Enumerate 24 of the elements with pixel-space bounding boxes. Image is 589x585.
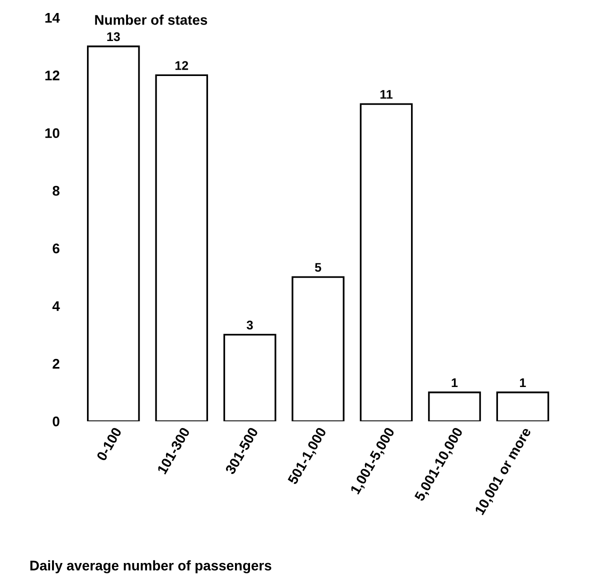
y-tick-label: 10 (45, 128, 60, 138)
data-label: 3 (246, 320, 253, 330)
y-tick-label: 14 (45, 13, 60, 23)
data-label: 1 (520, 378, 526, 387)
y-tick-label: 6 (52, 244, 60, 254)
data-label: 11 (380, 90, 393, 99)
bar (86, 46, 140, 422)
data-label: 13 (107, 32, 120, 42)
data-label: 1 (452, 378, 458, 387)
y-tick-label: 2 (52, 358, 60, 369)
y-tick-label: 0 (52, 416, 60, 426)
bar (223, 334, 276, 422)
x-axis-title: Daily average number of passengers (30, 560, 272, 574)
bar (360, 103, 413, 422)
y-axis-title: Number of states (95, 14, 208, 25)
bar (496, 392, 550, 422)
data-label: 12 (175, 61, 188, 70)
bar (428, 392, 481, 422)
data-label: 5 (314, 263, 322, 272)
y-tick-label: 8 (52, 186, 60, 196)
bar (292, 276, 344, 422)
bar (155, 74, 208, 422)
y-tick-label: 12 (45, 70, 60, 80)
y-tick-label: 4 (52, 301, 60, 311)
